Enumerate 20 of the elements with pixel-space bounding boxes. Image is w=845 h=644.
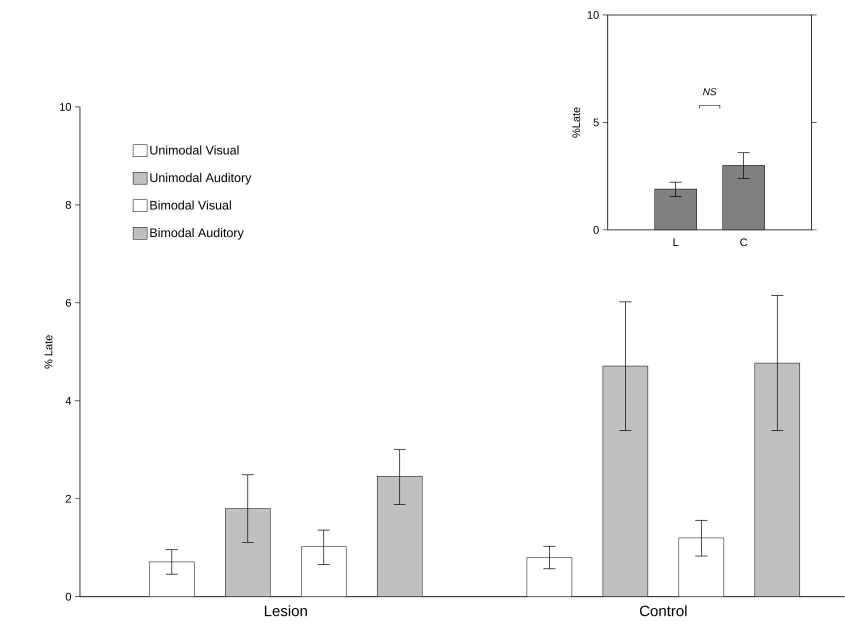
y-tick-label: 10	[60, 103, 72, 111]
y-tick-label: 4	[66, 397, 72, 405]
x-tick-label: Control	[640, 605, 687, 616]
y-tick-label: 2	[66, 495, 71, 503]
legend-label: Unimodal Auditory	[150, 173, 252, 185]
y-tick-label: 5	[594, 118, 599, 126]
x-tick-label: Lesion	[264, 605, 307, 616]
x-tick-label: L	[674, 238, 678, 246]
legend-label: Bimodal Auditory	[150, 228, 244, 240]
y-tick-label: 10	[588, 11, 599, 20]
annotation: NS	[703, 88, 716, 96]
legend-label: Bimodal Visual	[150, 200, 231, 210]
y-tick-label: 6	[66, 299, 71, 307]
y-axis-title: %Late	[572, 108, 580, 138]
y-tick-label: 0	[594, 226, 599, 234]
y-tick-label: 0	[66, 592, 72, 601]
legend-label: Unimodal Visual	[150, 146, 239, 155]
y-axis-title: % Late	[44, 335, 52, 369]
x-tick-label: C	[740, 238, 748, 246]
y-tick-label: 8	[66, 201, 71, 209]
